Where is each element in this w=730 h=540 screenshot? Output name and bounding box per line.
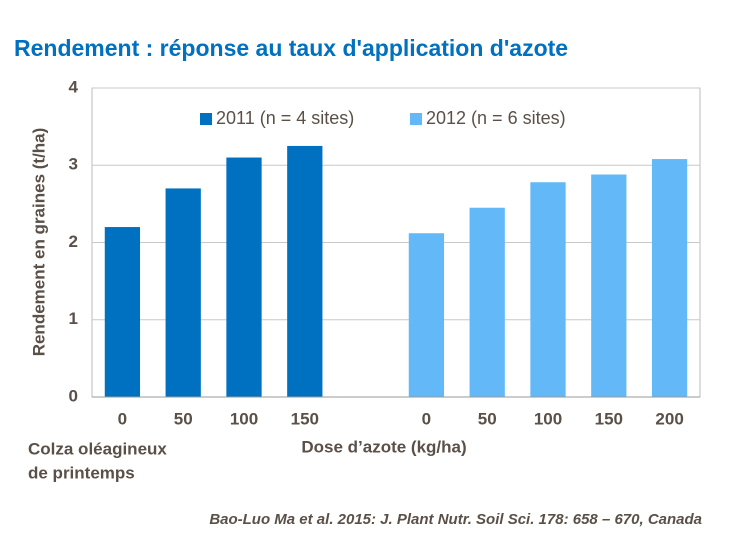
y-tick-label: 1 <box>69 309 78 328</box>
bar <box>469 207 505 397</box>
bar <box>408 233 445 397</box>
y-tick-label: 2 <box>69 232 78 251</box>
x-tick-label: 100 <box>230 409 258 428</box>
bar <box>651 159 688 397</box>
y-tick-label: 4 <box>69 77 79 96</box>
annotation: Colza oléagineux <box>28 439 167 458</box>
x-tick-label: 150 <box>291 409 319 428</box>
y-tick-label: 0 <box>69 386 78 405</box>
source: Bao-Luo Ma et al. 2015: J. Plant Nutr. S… <box>209 511 702 528</box>
x-tick-label: 50 <box>174 409 193 428</box>
legend-label: 2012 (n = 6 sites) <box>426 108 566 128</box>
bar <box>591 174 627 397</box>
x-axis-label: Dose d’azote (kg/ha) <box>301 437 466 456</box>
x-tick-label: 150 <box>595 409 623 428</box>
legend-swatch <box>200 113 212 125</box>
bar <box>287 145 323 397</box>
legend-swatch <box>410 113 422 125</box>
y-tick-label: 3 <box>69 155 78 174</box>
bar <box>530 182 566 397</box>
x-tick-label: 100 <box>534 409 562 428</box>
x-tick-label: 50 <box>478 409 497 428</box>
y-axis-label: Rendement en graines (t/ha) <box>29 128 48 357</box>
x-tick-label: 200 <box>655 409 683 428</box>
bar <box>104 227 141 397</box>
chart-title: Rendement : réponse au taux d'applicatio… <box>14 35 568 61</box>
annotation: de printemps <box>28 463 135 482</box>
bar <box>226 157 262 397</box>
legend-label: 2011 (n = 4 sites) <box>216 108 354 128</box>
x-tick-label: 0 <box>422 409 431 428</box>
bar <box>165 188 201 397</box>
x-tick-label: 0 <box>118 409 127 428</box>
